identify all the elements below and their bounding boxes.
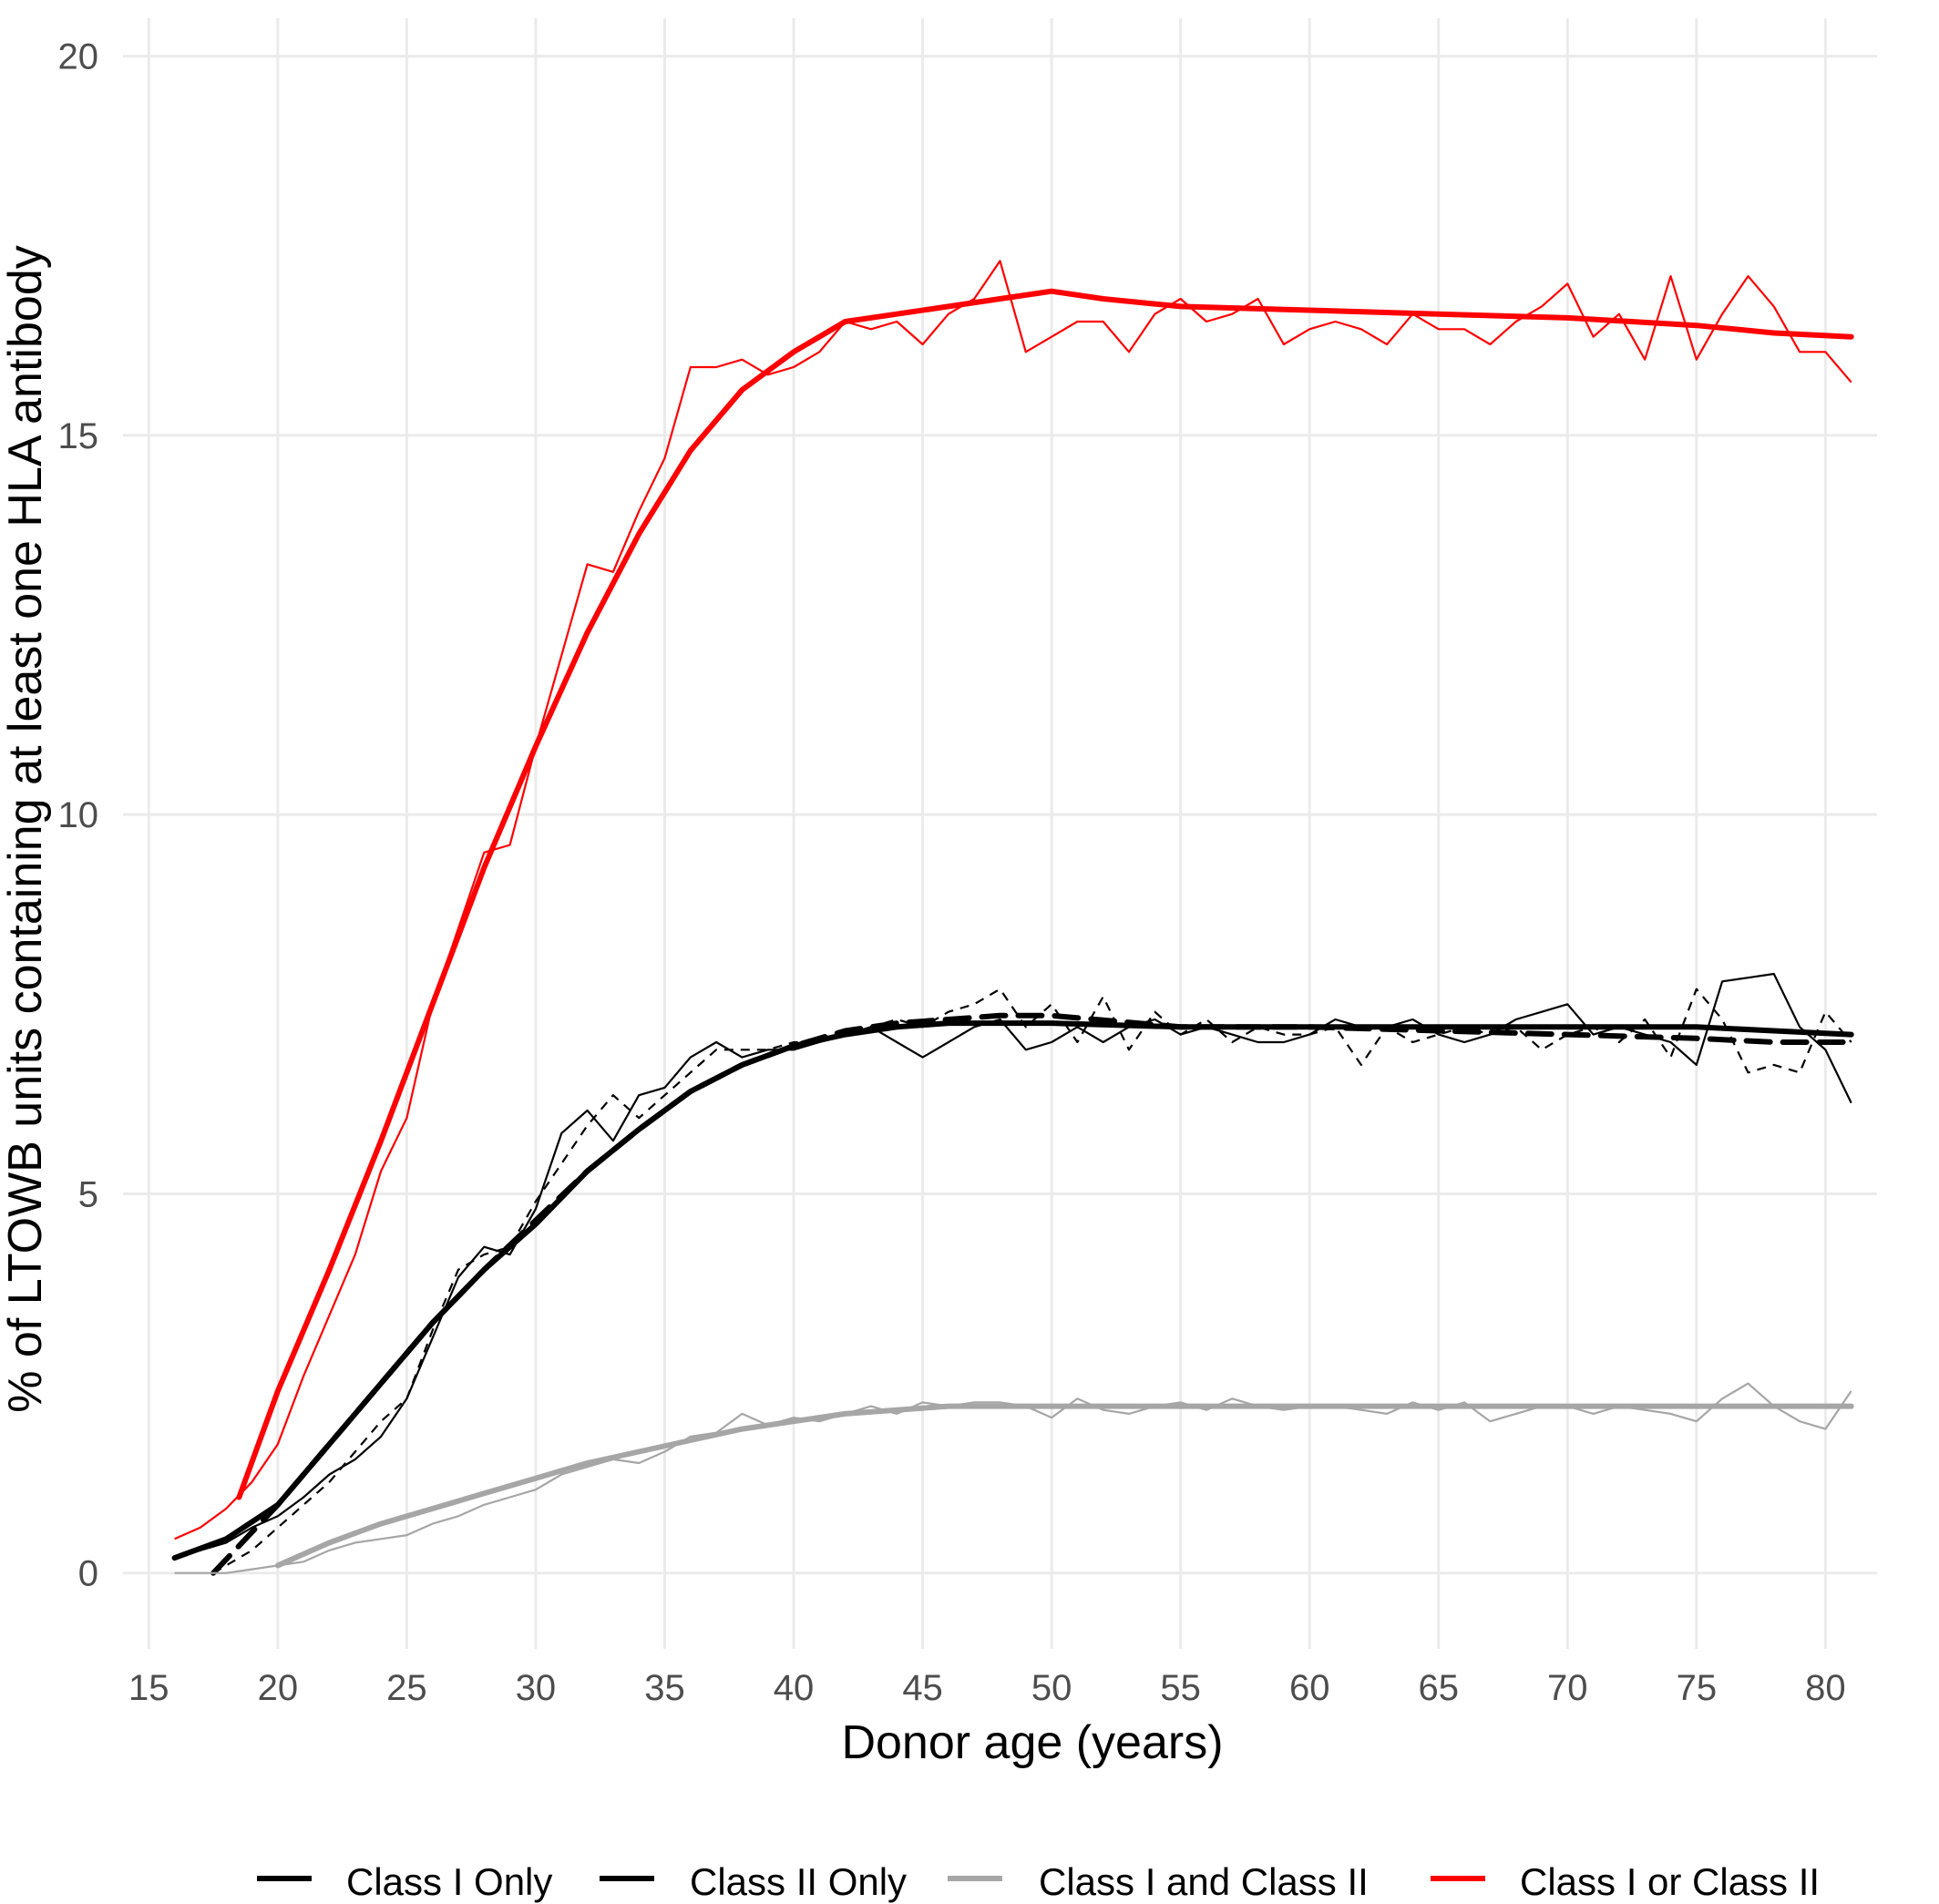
x-tick-label: 75 xyxy=(1677,1668,1718,1708)
series-smooth-line-class-i-or-class-ii xyxy=(236,288,1854,1500)
legend: Class I Only Class II Only Class I and C… xyxy=(257,1860,1820,1903)
y-tick-label: 15 xyxy=(58,416,99,456)
plot-series xyxy=(171,260,1854,1576)
x-tick-label: 50 xyxy=(1031,1668,1072,1708)
x-axis-ticks: 15 20 25 30 35 40 45 50 55 60 65 70 75 80 xyxy=(128,1668,1846,1708)
x-tick-label: 80 xyxy=(1805,1668,1846,1708)
series-smooth-line-class-i-only xyxy=(171,1020,1854,1561)
legend-label-class-ii-only: Class II Only xyxy=(690,1860,907,1903)
series-smooth-line-class-i-and-class-ii xyxy=(274,1403,1854,1569)
x-tick-label: 15 xyxy=(128,1668,169,1708)
y-axis-ticks: 0 5 10 15 20 xyxy=(58,37,99,1594)
x-tick-label: 20 xyxy=(258,1668,299,1708)
legend-label-class-i-only: Class I Only xyxy=(346,1860,552,1903)
x-tick-label: 65 xyxy=(1419,1668,1460,1708)
y-tick-label: 0 xyxy=(78,1554,98,1594)
series-smooth-line-class-ii-only xyxy=(210,1012,1854,1576)
legend-label-class-i-and-class-ii: Class I and Class II xyxy=(1039,1860,1369,1903)
y-axis-title: % of LTOWB units containing at least one… xyxy=(0,245,52,1413)
grid xyxy=(123,18,1877,1649)
series-raw-line-class-ii-only xyxy=(212,988,1852,1574)
legend-label-class-i-or-class-ii: Class I or Class II xyxy=(1520,1860,1820,1903)
x-tick-label: 55 xyxy=(1160,1668,1201,1708)
x-tick-label: 70 xyxy=(1547,1668,1588,1708)
y-tick-label: 5 xyxy=(78,1174,98,1214)
series-raw-line-class-i-and-class-ii xyxy=(174,1382,1852,1574)
x-tick-label: 30 xyxy=(516,1668,557,1708)
x-tick-label: 45 xyxy=(902,1668,943,1708)
y-tick-label: 20 xyxy=(58,37,99,77)
x-tick-label: 40 xyxy=(774,1668,815,1708)
x-tick-label: 25 xyxy=(386,1668,427,1708)
y-tick-label: 10 xyxy=(58,795,99,835)
series-raw-line-class-i-only xyxy=(174,972,1852,1560)
x-axis-title: Donor age (years) xyxy=(841,1716,1223,1769)
x-tick-label: 60 xyxy=(1289,1668,1330,1708)
x-tick-label: 35 xyxy=(644,1668,685,1708)
